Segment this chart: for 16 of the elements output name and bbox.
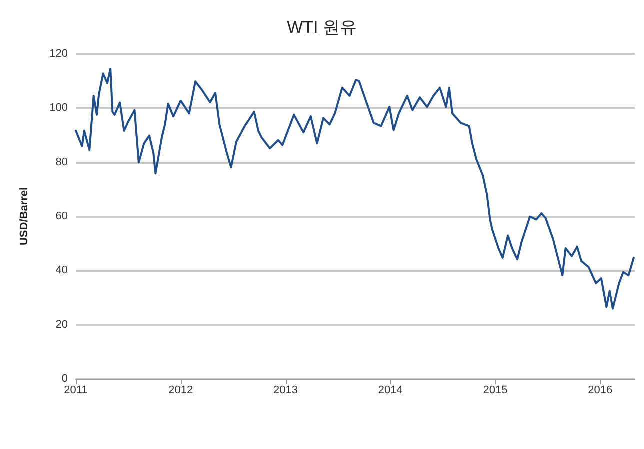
y-tick-label: 20 bbox=[56, 318, 68, 331]
x-tick-label: 2011 bbox=[64, 384, 88, 396]
y-tick-label: 120 bbox=[50, 48, 68, 60]
x-tick-label: 2012 bbox=[168, 384, 194, 396]
y-tick-label: 100 bbox=[50, 102, 68, 114]
x-tick-label: 2014 bbox=[378, 384, 403, 396]
x-tick-label: 2015 bbox=[483, 384, 508, 396]
y-tick-label: 0 bbox=[62, 373, 68, 385]
y-tick-label: 40 bbox=[56, 264, 68, 277]
chart-title: WTI 원유 bbox=[287, 18, 357, 37]
y-tick-label: 80 bbox=[56, 156, 68, 168]
y-tick-label: 60 bbox=[56, 210, 68, 222]
y-axis-title: USD/Barrel bbox=[18, 187, 30, 246]
x-tick-label: 2013 bbox=[274, 384, 298, 396]
line-series bbox=[75, 68, 635, 310]
x-tick-label: 2016 bbox=[588, 384, 613, 396]
